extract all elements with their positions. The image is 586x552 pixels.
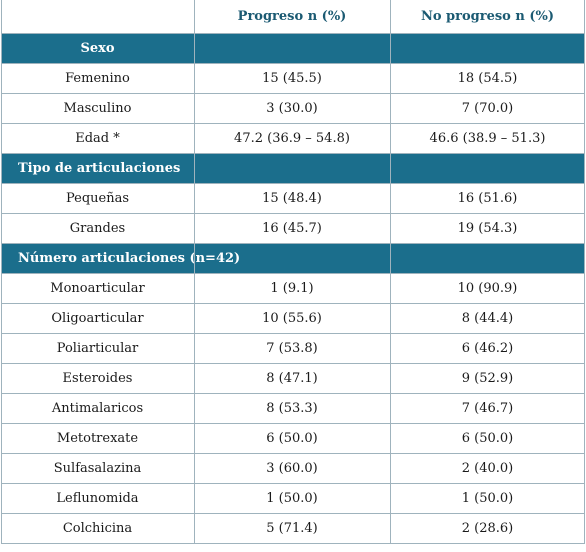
- no-progreso-cell: 6 (50.0): [461, 431, 514, 446]
- table-right-border: [584, 0, 585, 544]
- row-label: Femenino: [65, 71, 130, 86]
- section-header-tipo-articulaciones: Tipo de articulaciones: [1, 154, 585, 184]
- table-left-border: [1, 0, 2, 544]
- header-no-progreso: No progreso n (%): [420, 9, 555, 24]
- section-header-sexo: Sexo: [1, 34, 585, 64]
- progreso-cell: 1 (50.0): [266, 491, 318, 506]
- header-progreso: Progreso n (%): [237, 9, 347, 24]
- table-row: Femenino 15 (45.5) 18 (54.5): [1, 64, 585, 94]
- no-progreso-cell: 8 (44.4): [461, 311, 514, 326]
- no-progreso-cell: 2 (28.6): [461, 521, 514, 536]
- no-progreso-cell: 46.6 (38.9 – 51.3): [429, 131, 546, 146]
- table-row: Poliarticular 7 (53.8) 6 (46.2): [1, 334, 585, 364]
- no-progreso-cell: 6 (46.2): [461, 341, 514, 356]
- row-label: Poliarticular: [56, 341, 139, 356]
- progreso-cell: 6 (50.0): [266, 431, 318, 446]
- column-divider: [390, 0, 391, 544]
- row-label: Masculino: [63, 101, 132, 116]
- no-progreso-cell: 9 (52.9): [461, 371, 514, 386]
- row-label: Esteroides: [62, 371, 133, 386]
- progreso-cell: 10 (55.6): [262, 311, 322, 326]
- row-label: Leflunomida: [56, 491, 139, 506]
- no-progreso-cell: 10 (90.9): [457, 281, 518, 296]
- progreso-cell: 1 (9.1): [270, 281, 314, 296]
- section-header-numero-articulaciones: Número articulaciones (n=42): [1, 244, 585, 274]
- progreso-cell: 3 (60.0): [266, 461, 318, 476]
- progreso-cell: 8 (53.3): [266, 401, 318, 416]
- no-progreso-cell: 1 (50.0): [461, 491, 514, 506]
- row-label: Edad *: [75, 131, 120, 146]
- no-progreso-cell: 18 (54.5): [457, 71, 518, 86]
- row-label: Pequeñas: [65, 191, 130, 206]
- section-title: Número articulaciones (n=42): [18, 251, 241, 266]
- table-row: Sulfasalazina 3 (60.0) 2 (40.0): [1, 454, 585, 484]
- table-header-row: Progreso n (%) No progreso n (%): [1, 0, 585, 34]
- no-progreso-cell: 2 (40.0): [461, 461, 514, 476]
- table-row: Colchicina 5 (71.4) 2 (28.6): [1, 514, 585, 544]
- row-label: Antimalaricos: [51, 401, 144, 416]
- table-row: Pequeñas 15 (48.4) 16 (51.6): [1, 184, 585, 214]
- progreso-cell: 47.2 (36.9 – 54.8): [234, 131, 350, 146]
- table-row: Oligoarticular 10 (55.6) 8 (44.4): [1, 304, 585, 334]
- progreso-cell: 16 (45.7): [262, 221, 322, 236]
- progreso-cell: 15 (48.4): [262, 191, 322, 206]
- progreso-cell: 7 (53.8): [266, 341, 318, 356]
- progreso-cell: 15 (45.5): [262, 71, 322, 86]
- no-progreso-cell: 19 (54.3): [457, 221, 518, 236]
- row-label: Sulfasalazina: [53, 461, 142, 476]
- table-row: Monoarticular 1 (9.1) 10 (90.9): [1, 274, 585, 304]
- section-title: Tipo de articulaciones: [18, 161, 181, 176]
- progreso-cell: 8 (47.1): [266, 371, 318, 386]
- row-label: Grandes: [69, 221, 126, 236]
- no-progreso-cell: 7 (70.0): [461, 101, 514, 116]
- row-label: Metotrexate: [56, 431, 139, 446]
- table-row: Grandes 16 (45.7) 19 (54.3): [1, 214, 585, 244]
- no-progreso-cell: 7 (46.7): [461, 401, 514, 416]
- progreso-cell: 3 (30.0): [266, 101, 318, 116]
- progreso-cell: 5 (71.4): [266, 521, 318, 536]
- table-row: Masculino 3 (30.0) 7 (70.0): [1, 94, 585, 124]
- table-row: Edad * 47.2 (36.9 – 54.8) 46.6 (38.9 – 5…: [1, 124, 585, 154]
- no-progreso-cell: 16 (51.6): [457, 191, 518, 206]
- row-label: Colchicina: [62, 521, 133, 536]
- section-title: Sexo: [80, 41, 115, 56]
- table-row: Esteroides 8 (47.1) 9 (52.9): [1, 364, 585, 394]
- table-row: Metotrexate 6 (50.0) 6 (50.0): [1, 424, 585, 454]
- row-label: Oligoarticular: [51, 311, 144, 326]
- table-row: Leflunomida 1 (50.0) 1 (50.0): [1, 484, 585, 514]
- column-divider: [194, 0, 195, 544]
- table-row: Antimalaricos 8 (53.3) 7 (46.7): [1, 394, 585, 424]
- row-label: Monoarticular: [50, 281, 145, 296]
